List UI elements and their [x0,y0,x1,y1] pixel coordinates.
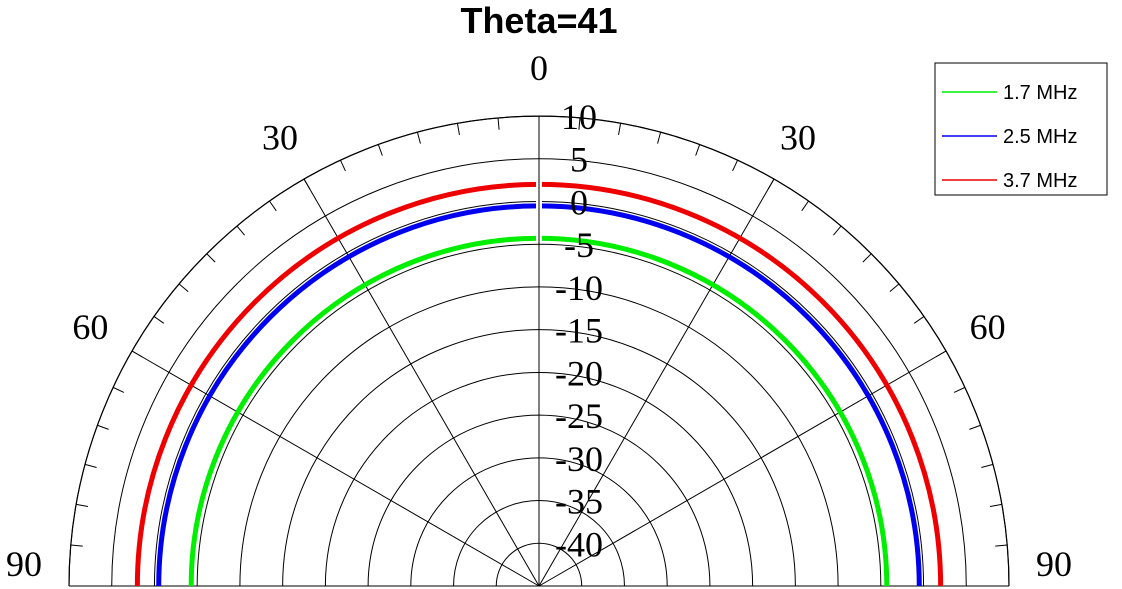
legend-label: 1.7 MHz [1003,82,1077,104]
radial-tick-label: -35 [555,482,603,522]
angle-minor-tick [178,283,189,292]
angle-minor-tick [989,503,1002,507]
radial-tick-label: -30 [555,439,603,479]
radial-tick-label: 5 [570,140,588,180]
radial-tick-label: 0 [570,182,588,222]
angle-minor-tick [456,123,460,136]
radial-tick-label: -25 [555,396,603,436]
radial-tick-label: -20 [555,353,603,393]
radial-tick-label: -5 [564,225,594,265]
angle-minor-tick [833,225,842,236]
radial-gridline [131,350,540,587]
angle-minor-tick [269,200,277,212]
legend-entry: 1.7 MHz [942,82,1077,104]
angle-minor-tick [497,117,500,130]
angle-minor-tick [913,316,925,324]
legend-box [934,62,1108,196]
radial-tick-label: -40 [555,524,603,564]
angle-minor-tick [303,178,311,190]
angle-minor-tick [76,503,89,507]
angle-minor-tick [131,350,143,358]
angle-minor-tick [767,178,775,190]
angle-tick-label: 30 [780,117,816,157]
angle-minor-tick [695,144,701,156]
radial-gridline [538,178,775,587]
angle-minor-tick [97,424,109,430]
angle-minor-tick [981,463,994,468]
angle-tick-labels: 0 30 30 60 60 90 90 [6,48,1072,584]
angle-minor-tick [732,159,739,172]
angle-minor-tick [657,131,662,144]
angle-minor-tick [339,159,346,172]
radial-tick-label: -15 [555,311,603,351]
angle-minor-tick [153,316,165,324]
angle-minor-tick [862,253,872,263]
angle-minor-tick [935,350,947,358]
angle-tick-label: 60 [72,307,108,347]
legend-label: 3.7 MHz [1003,170,1077,192]
angle-tick-label: 90 [6,544,42,584]
angle-minor-tick [578,117,581,130]
angle-minor-tick [206,253,216,263]
radial-gridline [538,350,947,587]
angle-tick-label: 0 [530,48,548,88]
radial-tick-label: -10 [555,268,603,308]
angle-minor-tick [112,386,125,393]
angle-minor-tick [801,200,809,212]
angle-minor-tick [953,386,966,393]
angle-minor-tick [377,144,383,156]
angle-minor-tick [889,283,900,292]
angle-tick-label: 30 [262,117,298,157]
angle-minor-tick [70,544,83,547]
chart-title: Theta=41 [460,0,617,41]
legend-entry: 3.7 MHz [942,170,1077,192]
radial-tick-label: 10 [561,97,597,137]
angle-minor-tick [969,424,981,430]
radial-gridline [303,178,540,587]
angle-minor-tick [416,131,421,144]
angle-minor-tick [84,463,97,468]
angle-tick-label: 60 [970,307,1006,347]
legend-entry: 2.5 MHz [942,126,1077,148]
legend-label: 2.5 MHz [1003,126,1077,148]
angle-minor-tick [995,544,1008,547]
angle-minor-tick [618,123,622,136]
angle-tick-label: 90 [1036,544,1072,584]
angle-minor-tick [236,225,245,236]
legend: 1.7 MHz 2.5 MHz 3.7 MHz [934,62,1108,196]
